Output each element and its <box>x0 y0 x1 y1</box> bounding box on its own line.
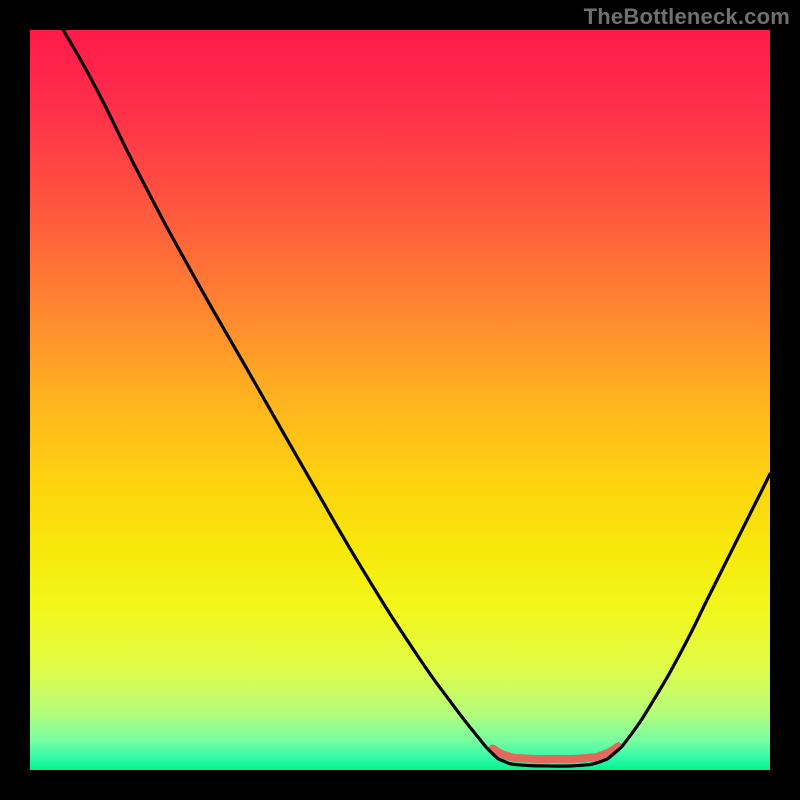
chart-container: TheBottleneck.com <box>0 0 800 800</box>
plot-area <box>30 30 770 770</box>
plot-svg <box>30 30 770 770</box>
watermark-text: TheBottleneck.com <box>584 4 790 30</box>
gradient-background <box>30 30 770 770</box>
